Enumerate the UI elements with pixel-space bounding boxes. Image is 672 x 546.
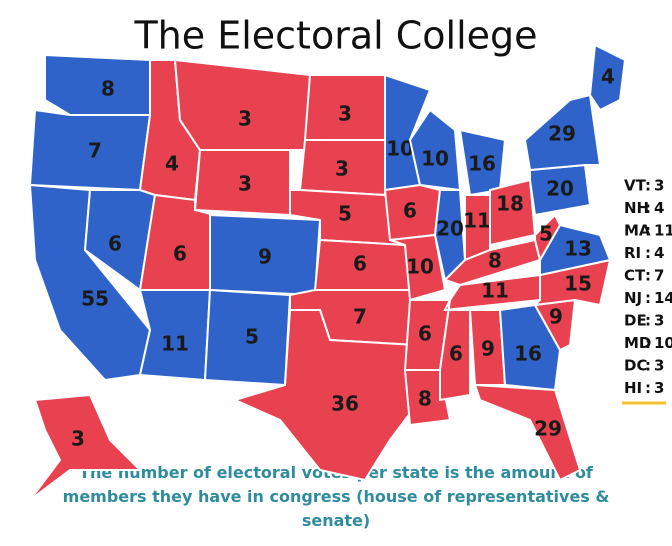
state-votes: 15 — [564, 272, 592, 296]
state-votes: 3 — [238, 172, 252, 196]
state-votes: 11 — [481, 279, 509, 303]
small-state-votes: 3 — [654, 177, 664, 195]
small-state-abbr: DE — [624, 312, 647, 330]
state-votes: 9 — [481, 337, 495, 361]
state-votes: 5 — [539, 222, 553, 246]
small-state-votes: 7 — [654, 267, 664, 285]
separator: : — [645, 199, 651, 217]
state-votes: 5 — [245, 325, 259, 349]
state-votes: 29 — [534, 417, 562, 441]
state-votes: 36 — [331, 392, 359, 416]
state-votes: 13 — [564, 237, 592, 261]
state-votes: 20 — [436, 217, 464, 241]
state — [175, 60, 310, 150]
small-state-votes: 11 — [654, 222, 672, 240]
small-state-abbr: DC — [624, 357, 647, 375]
electoral-map: The Electoral College The number of elec… — [0, 0, 672, 546]
small-state-abbr: CT — [624, 267, 646, 285]
state — [45, 55, 150, 115]
small-state-votes: 14 — [654, 289, 672, 307]
state-votes: 4 — [165, 152, 179, 176]
state-votes: 16 — [514, 342, 542, 366]
state-votes: 10 — [421, 147, 449, 171]
separator: : — [645, 312, 651, 330]
state-votes: 10 — [406, 255, 434, 279]
small-state-abbr: VT — [624, 177, 647, 195]
small-state-votes: 3 — [654, 357, 664, 375]
small-state-votes: 3 — [654, 312, 664, 330]
state-votes: 11 — [463, 209, 491, 233]
small-state-abbr: RI — [624, 244, 641, 262]
state-votes: 6 — [403, 199, 417, 223]
small-state-votes: 10 — [654, 334, 672, 352]
state-votes: 9 — [258, 245, 272, 269]
state-votes: 3 — [338, 102, 352, 126]
state-votes: 3 — [238, 107, 252, 131]
caption-line: members they have in congress (house of … — [63, 487, 610, 506]
separator: : — [645, 267, 651, 285]
state-votes: 7 — [88, 139, 102, 163]
state-votes: 6 — [418, 322, 432, 346]
separator: : — [645, 334, 651, 352]
separator: : — [645, 244, 651, 262]
state-votes: 9 — [549, 305, 563, 329]
caption-line: senate) — [302, 511, 370, 530]
state-votes: 16 — [468, 152, 496, 176]
separator: : — [645, 177, 651, 195]
small-state-votes: 4 — [654, 199, 664, 217]
state-votes: 8 — [101, 77, 115, 101]
state-votes: 6 — [449, 342, 463, 366]
separator: : — [645, 379, 651, 397]
state-votes: 11 — [161, 332, 189, 356]
small-state-votes: 3 — [654, 379, 664, 397]
state-votes: 7 — [353, 305, 367, 329]
small-state-abbr: NJ — [624, 289, 642, 307]
separator: : — [645, 289, 651, 307]
state-votes: 55 — [81, 287, 109, 311]
state-votes: 4 — [601, 65, 615, 89]
state-votes: 8 — [488, 249, 502, 273]
state-votes: 3 — [335, 157, 349, 181]
state-votes: 5 — [338, 202, 352, 226]
separator: : — [645, 222, 651, 240]
state-votes: 8 — [418, 387, 432, 411]
state-votes: 6 — [108, 232, 122, 256]
state-votes: 6 — [353, 252, 367, 276]
state — [30, 395, 140, 500]
state-votes: 29 — [548, 122, 576, 146]
state-votes: 6 — [173, 242, 187, 266]
small-state-votes: 4 — [654, 244, 664, 262]
state-votes: 20 — [546, 177, 574, 201]
small-state-abbr: HI — [624, 379, 642, 397]
state-votes: 3 — [71, 427, 85, 451]
separator: : — [645, 357, 651, 375]
title: The Electoral College — [133, 14, 537, 58]
state-votes: 18 — [496, 192, 524, 216]
